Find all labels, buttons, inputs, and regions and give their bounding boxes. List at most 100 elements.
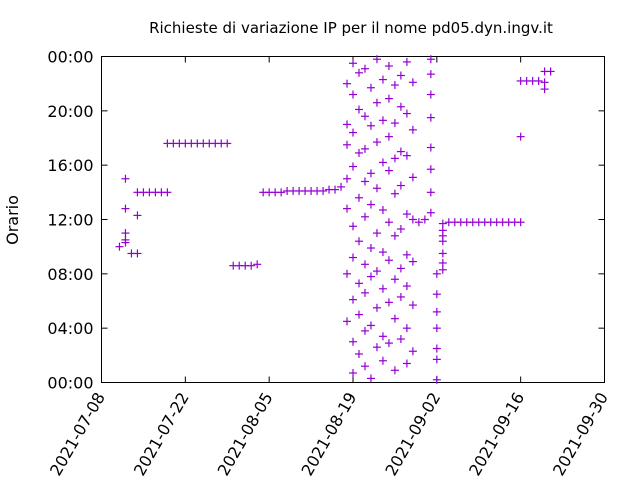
data-point [378, 116, 387, 125]
data-point [354, 148, 363, 157]
data-point [426, 70, 435, 79]
data-point [372, 98, 381, 107]
data-point [384, 218, 393, 227]
data-point [540, 85, 549, 94]
data-point [372, 55, 381, 64]
data-point [408, 301, 417, 310]
data-point [396, 335, 405, 344]
x-tick-label: 2021-09-02 [381, 389, 444, 479]
data-point [384, 339, 393, 348]
data-point [396, 181, 405, 190]
data-point [349, 337, 357, 346]
data-point [420, 215, 429, 224]
data-point [516, 218, 525, 227]
data-point [349, 90, 357, 99]
data-point [133, 211, 142, 220]
data-point [432, 290, 441, 299]
data-point [349, 222, 357, 231]
data-point [378, 248, 387, 257]
data-point [402, 109, 411, 118]
data-point [349, 128, 357, 137]
data-point [366, 169, 375, 178]
data-point [163, 188, 172, 197]
data-point [360, 64, 369, 73]
plot-frame [101, 56, 605, 383]
data-point [372, 184, 381, 193]
data-point [331, 185, 340, 194]
data-point [534, 76, 543, 85]
y-axis-ticks: 00:00 04:00 08:00 12:00 16:00 20:00 00:00 [47, 48, 605, 393]
data-point [426, 188, 435, 197]
data-point [378, 75, 387, 84]
data-point [402, 250, 411, 259]
y-tick-label: 04:00 [47, 319, 93, 338]
data-point [360, 260, 369, 269]
data-point [121, 229, 130, 238]
data-point [360, 212, 369, 221]
data-point [343, 140, 352, 149]
data-point [366, 244, 375, 253]
data-point [378, 356, 387, 365]
data-point [402, 210, 411, 219]
data-point [408, 173, 417, 182]
x-tick-label: 2021-09-16 [465, 389, 528, 479]
data-point [390, 366, 399, 375]
data-point [354, 105, 363, 114]
data-point [372, 303, 381, 312]
data-point [396, 225, 405, 234]
y-tick-label: 20:00 [47, 102, 93, 121]
y-tick-label: 00:00 [47, 48, 93, 67]
data-point [343, 269, 352, 278]
y-tick-label: 16:00 [47, 156, 93, 175]
data-point [384, 298, 393, 307]
data-point [121, 235, 130, 244]
data-point [390, 314, 399, 323]
data-point [253, 260, 262, 269]
data-point [384, 132, 393, 141]
data-point [384, 62, 393, 71]
data-point [349, 59, 357, 68]
data-point [414, 218, 423, 227]
data-point [396, 102, 405, 111]
data-point [402, 151, 411, 160]
data-point [319, 186, 328, 195]
data-point [408, 347, 417, 356]
data-point [426, 90, 435, 99]
data-point [432, 344, 441, 353]
data-point [426, 113, 435, 122]
data-point [133, 249, 142, 258]
data-point [277, 188, 286, 197]
data-points [115, 55, 555, 384]
data-point [121, 204, 130, 213]
data-point [438, 249, 447, 258]
data-point [247, 261, 256, 270]
data-point [343, 174, 352, 183]
data-point [366, 121, 375, 130]
data-point [366, 321, 375, 330]
y-tick-label: 00:00 [47, 374, 93, 393]
data-point [390, 189, 399, 198]
data-point [354, 68, 363, 77]
data-point [426, 208, 435, 217]
data-point [372, 343, 381, 352]
data-point [343, 204, 352, 213]
data-point [223, 139, 232, 148]
chart-title: Richieste di variazione IP per il nome p… [149, 19, 553, 37]
data-point [516, 132, 525, 141]
data-point [432, 355, 441, 364]
y-tick-label: 12:00 [47, 211, 93, 230]
x-axis-ticks: 2021-07-08 2021-07-22 2021-08-05 2021-08-19… [46, 56, 612, 479]
data-point [354, 193, 363, 202]
data-point [438, 219, 447, 228]
data-point [426, 55, 435, 64]
data-point [426, 143, 435, 152]
data-point [115, 242, 124, 251]
data-point [354, 310, 363, 319]
data-point [343, 79, 352, 88]
data-point [343, 317, 352, 326]
data-point [378, 332, 387, 341]
data-point [354, 279, 363, 288]
x-tick-label: 2021-09-30 [549, 389, 612, 479]
